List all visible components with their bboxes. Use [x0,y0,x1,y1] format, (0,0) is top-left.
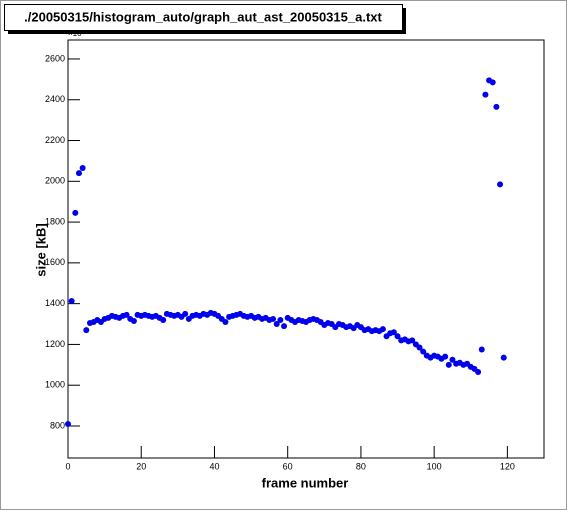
point [500,354,507,361]
point [394,333,401,340]
title-box [4,4,403,31]
x-axis-label: frame number [262,475,349,490]
point [277,316,284,323]
point [68,297,75,304]
chart-title: ./20050315/histogram_auto/graph_aut_ast_… [24,9,382,24]
point [449,356,456,363]
point [493,103,500,110]
point [379,326,386,333]
point [416,344,423,351]
point [281,323,288,330]
plot-frame [67,39,545,459]
point [420,348,427,355]
point [65,420,71,427]
x-tick-label: 0 [65,461,70,471]
y-tick-label: 2600 [45,53,65,63]
point [160,316,167,323]
x-tick-label: 40 [209,461,219,471]
y-tick-label: 2000 [45,176,65,186]
point [489,79,496,86]
y-tick-label: 1800 [45,216,65,226]
point [409,337,416,344]
y-tick-label: 1000 [45,380,65,390]
point [482,91,489,98]
y-tick-label: 1200 [45,339,65,349]
point [442,353,449,360]
point [270,315,277,322]
y-tick-label: 2200 [45,135,65,145]
x-tick-label: 60 [283,461,293,471]
point [72,209,79,216]
point [478,346,485,353]
y-axis-label: size [kB] [33,223,48,276]
x-tick-label: 20 [136,461,146,471]
y-tick-label: 800 [50,420,65,430]
y-tick-label: 2400 [45,94,65,104]
x-tick-label: 100 [427,461,442,471]
point [273,321,280,328]
point [390,329,397,336]
x-tick-label: 80 [356,461,366,471]
point [79,165,86,172]
point [182,310,189,317]
point [445,361,452,368]
y-exponent-label: ×10³ [68,29,85,38]
point [475,368,482,375]
point [130,317,137,324]
point [222,318,229,325]
point [83,327,90,334]
point [497,181,504,188]
point [123,311,130,318]
y-tick-label: 1400 [45,298,65,308]
y-tick-label: 1600 [45,257,65,267]
point [75,170,82,177]
x-tick-label: 120 [500,461,515,471]
